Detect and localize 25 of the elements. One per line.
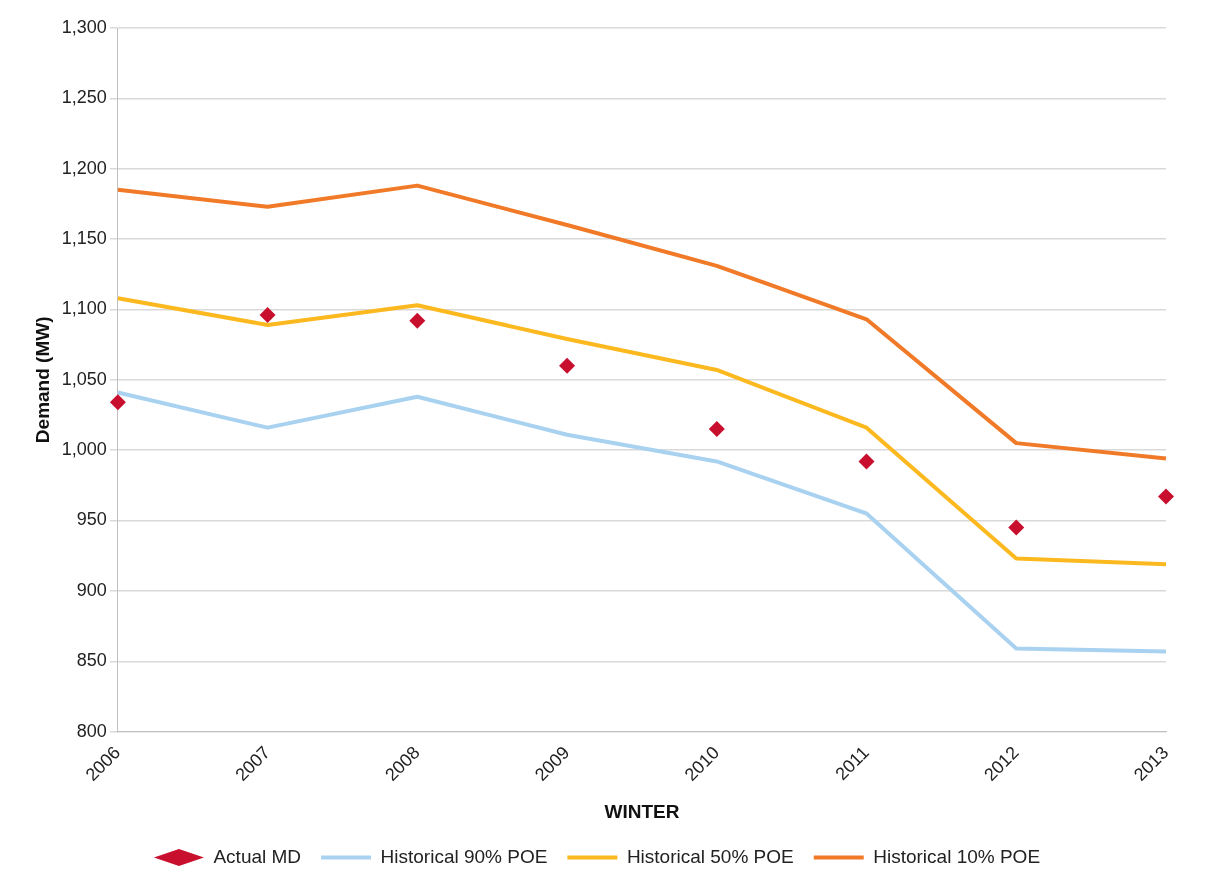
- x-axis-title: WINTER: [604, 800, 680, 822]
- legend-label: Actual MD: [213, 845, 302, 867]
- point: [708, 421, 725, 438]
- y-axis-title: Demand (MW): [31, 316, 53, 444]
- y-tick-label: 900: [76, 579, 107, 600]
- y-tick-label: 850: [76, 650, 107, 671]
- point: [259, 307, 276, 324]
- y-tick-label: 1,250: [61, 87, 107, 108]
- point: [559, 357, 576, 374]
- legend-label: Historical 90% POE: [380, 845, 548, 867]
- y-tick-label: 1,150: [61, 228, 107, 249]
- y-tick-label: 1,200: [61, 157, 107, 178]
- point: [1158, 488, 1174, 505]
- y-tick-label: 1,100: [61, 298, 107, 319]
- point: [858, 453, 875, 470]
- point: [1008, 519, 1025, 536]
- y-tick-label: 1,300: [61, 16, 107, 37]
- y-tick-label: 800: [76, 720, 107, 741]
- y-tick-label: 950: [76, 509, 107, 530]
- point: [409, 312, 426, 329]
- y-tick-label: 1,000: [61, 439, 107, 460]
- y-tick-label: 1,050: [61, 368, 107, 389]
- legend-label: Historical 10% POE: [873, 845, 1041, 867]
- legend-label: Historical 50% POE: [626, 845, 794, 867]
- point: [109, 394, 126, 411]
